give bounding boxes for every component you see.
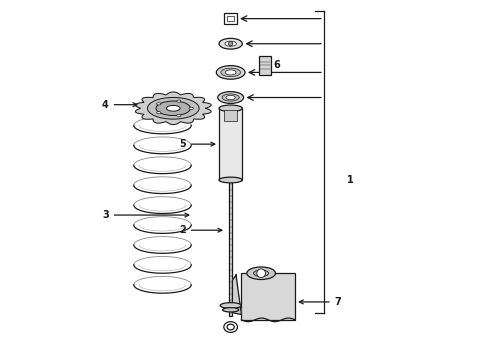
Ellipse shape [225,70,236,75]
Ellipse shape [254,270,269,276]
Ellipse shape [167,105,180,111]
Circle shape [257,269,266,278]
Polygon shape [135,92,211,125]
Ellipse shape [147,98,199,119]
Ellipse shape [156,101,191,116]
Polygon shape [232,275,242,315]
Bar [227,16,234,22]
Ellipse shape [220,303,241,309]
Text: 2: 2 [179,225,222,235]
Ellipse shape [227,324,234,330]
Ellipse shape [216,66,245,79]
Bar [224,13,237,24]
Text: 1: 1 [347,175,354,185]
Text: 7: 7 [299,297,342,307]
Ellipse shape [157,103,161,105]
Text: 6: 6 [273,60,280,70]
Bar [242,273,295,320]
Ellipse shape [222,308,239,312]
Ellipse shape [177,100,181,102]
Ellipse shape [219,105,243,112]
Bar [224,110,237,121]
Ellipse shape [226,95,235,100]
Ellipse shape [219,39,243,49]
Ellipse shape [221,68,241,77]
Ellipse shape [224,321,238,332]
Ellipse shape [219,177,243,183]
Ellipse shape [225,41,236,46]
Text: 3: 3 [102,210,189,220]
Ellipse shape [157,112,161,114]
Bar [259,56,271,75]
Ellipse shape [222,94,239,101]
Text: 4: 4 [102,100,137,110]
Bar [219,108,243,180]
Ellipse shape [189,107,194,109]
Ellipse shape [177,114,181,117]
Bar [229,180,232,316]
Ellipse shape [218,91,244,103]
Circle shape [228,41,233,46]
Ellipse shape [247,267,275,279]
Text: 5: 5 [179,139,215,149]
